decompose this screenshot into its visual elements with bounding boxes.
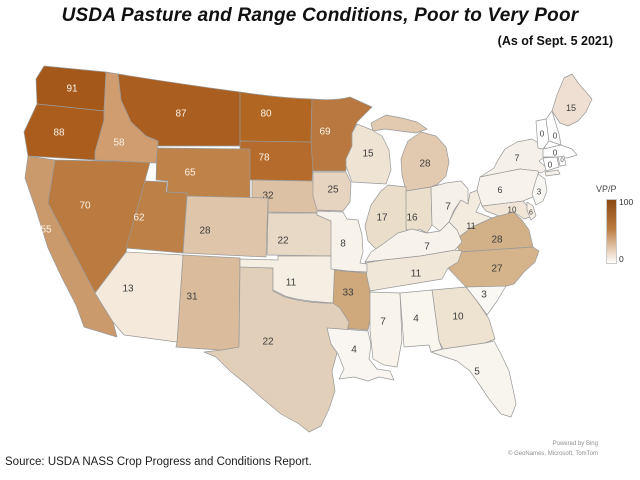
state-value-label-mt: 87 (175, 109, 187, 120)
state-value-label-oh: 7 (445, 202, 451, 213)
state-value-label-de: 6 (529, 210, 533, 217)
state-value-label-ri: 0 (560, 158, 564, 164)
state-value-label-me: 15 (566, 103, 576, 113)
state-value-label-nh: 0 (553, 132, 558, 141)
state-in[interactable] (405, 186, 433, 235)
state-value-label-wa: 91 (66, 84, 78, 95)
state-sc[interactable] (465, 285, 507, 316)
state-value-label-il: 17 (376, 213, 388, 224)
state-value-label-tn: 11 (411, 269, 422, 280)
state-value-label-va: 28 (491, 235, 503, 246)
state-mo[interactable] (316, 210, 368, 273)
source-note: Source: USDA NASS Crop Progress and Cond… (5, 456, 312, 468)
state-nm[interactable] (175, 254, 249, 353)
state-value-label-az: 13 (122, 284, 134, 295)
state-sd[interactable] (239, 140, 315, 182)
state-value-label-ky: 7 (424, 242, 430, 253)
attribution-line1: Powered by Bing (552, 441, 598, 448)
state-nd[interactable] (239, 91, 313, 143)
state-value-label-mn: 69 (319, 127, 331, 138)
state-value-label-wy: 65 (184, 168, 196, 179)
state-value-label-ny: 7 (514, 153, 519, 163)
state-value-label-ma: 0 (553, 149, 558, 158)
state-value-label-sc: 3 (481, 290, 487, 301)
state-value-label-ca: 55 (40, 225, 52, 236)
state-value-label-ok: 11 (286, 278, 297, 289)
state-value-label-nm: 31 (186, 292, 198, 303)
state-ia[interactable] (312, 171, 352, 212)
state-value-label-sd: 78 (258, 153, 270, 164)
state-value-label-ar: 33 (342, 288, 354, 299)
state-oh[interactable] (430, 180, 469, 232)
state-id[interactable] (94, 71, 159, 164)
state-value-label-id: 58 (113, 138, 125, 149)
state-ma[interactable] (542, 144, 578, 159)
state-ks[interactable] (266, 212, 334, 257)
page-subtitle: (As of Sept. 5 2021) (497, 34, 613, 48)
state-ut[interactable] (125, 180, 188, 254)
state-value-label-nd: 80 (260, 109, 272, 120)
page-title: USDA Pasture and Range Conditions, Poor … (61, 5, 579, 26)
state-value-label-or: 88 (53, 128, 65, 139)
state-value-label-pa: 6 (497, 185, 502, 195)
state-de[interactable] (526, 201, 537, 221)
legend-max-value: 100 (619, 197, 634, 207)
legend-gradient-bar (606, 199, 617, 264)
state-co[interactable] (182, 195, 269, 258)
state-ca[interactable] (24, 155, 118, 338)
state-value-label-ms: 7 (380, 317, 386, 328)
state-nj[interactable] (531, 173, 548, 206)
state-al[interactable] (399, 289, 443, 353)
state-me[interactable] (551, 73, 593, 127)
state-ri[interactable] (557, 155, 567, 167)
state-value-label-nv: 70 (79, 201, 91, 212)
state-value-label-co: 28 (199, 226, 211, 237)
state-value-label-wv: 11 (466, 221, 475, 231)
state-value-label-ia: 25 (327, 185, 339, 196)
state-value-label-fl: 5 (474, 367, 480, 378)
state-vt[interactable] (535, 118, 550, 150)
state-value-label-nc: 27 (491, 264, 503, 275)
state-value-label-ut: 62 (133, 213, 145, 224)
state-value-label-ct: 0 (548, 161, 553, 170)
state-value-label-vt: 0 (540, 130, 545, 139)
state-value-label-ga: 10 (452, 312, 464, 323)
state-ct[interactable] (542, 156, 560, 172)
state-ky[interactable] (364, 221, 463, 263)
state-value-label-la: 4 (351, 345, 357, 356)
state-value-label-ne: 32 (262, 191, 274, 202)
state-value-label-in: 16 (406, 213, 418, 224)
state-la[interactable] (326, 327, 395, 382)
state-nh[interactable] (545, 110, 562, 146)
legend-label: VP/P (596, 184, 617, 194)
state-mi[interactable] (370, 114, 450, 192)
legend-min-value: 0 (619, 254, 624, 264)
state-value-label-md: 10 (508, 206, 517, 215)
state-value-label-wi: 15 (362, 149, 374, 160)
map-attribution: Powered by Bing © GeoNames, Microsoft, T… (508, 440, 598, 460)
state-value-label-al: 4 (413, 314, 419, 325)
attribution-line2: © GeoNames, Microsoft, TomTom (508, 451, 598, 458)
state-mn[interactable] (310, 96, 373, 172)
state-value-label-mo: 8 (340, 239, 346, 250)
state-value-label-tx: 22 (262, 337, 274, 348)
state-wi[interactable] (345, 123, 392, 185)
state-az[interactable] (94, 251, 184, 343)
state-fl[interactable] (430, 340, 517, 418)
state-value-label-mi: 28 (419, 159, 431, 170)
state-ms[interactable] (369, 291, 403, 368)
state-value-label-nj: 3 (537, 188, 542, 197)
state-value-label-ks: 22 (277, 236, 289, 247)
color-scale-legend: VP/P 100 0 (590, 184, 640, 274)
state-md[interactable] (481, 200, 534, 220)
